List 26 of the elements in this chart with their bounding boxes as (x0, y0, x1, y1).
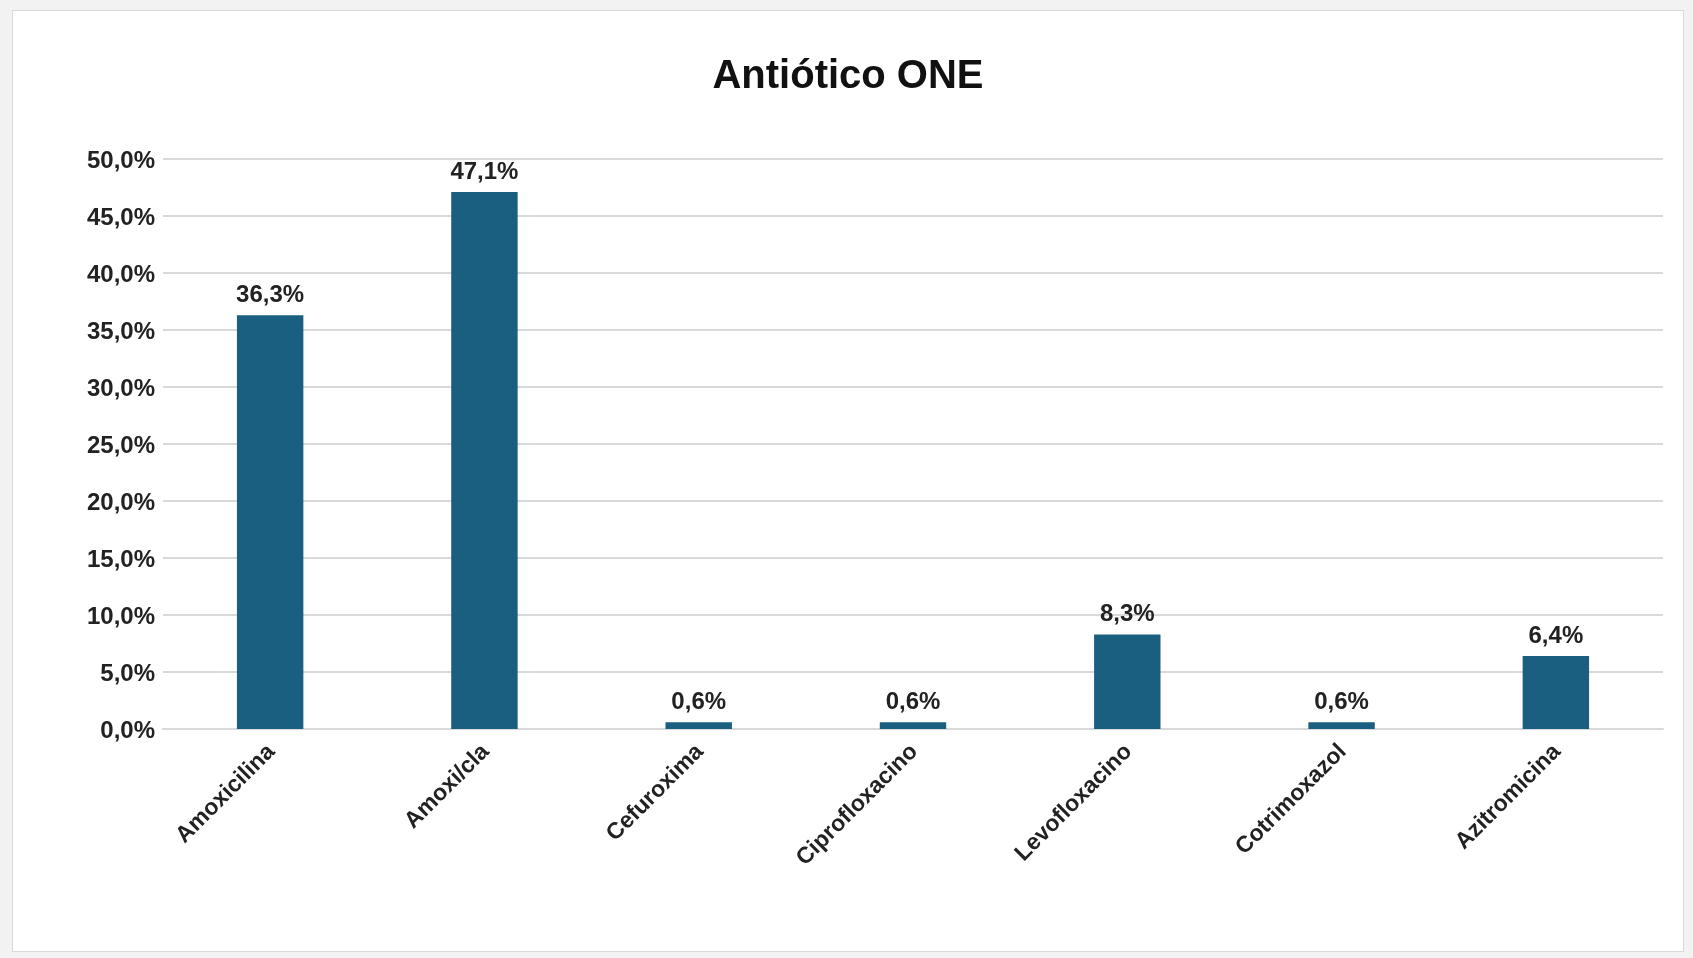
y-tick-label: 5,0% (100, 658, 155, 686)
y-tick-label: 45,0% (86, 202, 155, 230)
bar (1522, 656, 1590, 729)
data-label: 8,3% (1099, 598, 1155, 626)
y-tick-label: 50,0% (86, 145, 155, 173)
bar (1308, 722, 1375, 729)
bar (451, 192, 518, 729)
chart-title: Antiótico ONE (712, 52, 984, 96)
bar (1094, 634, 1161, 729)
y-tick-label: 35,0% (86, 316, 155, 344)
y-tick-label: 30,0% (86, 373, 155, 401)
y-tick-label: 15,0% (86, 544, 155, 572)
data-label: 47,1% (450, 156, 519, 184)
data-label: 6,4% (1528, 620, 1584, 648)
data-label: 0,6% (671, 686, 727, 714)
bar (879, 722, 947, 729)
y-tick-label: 10,0% (86, 601, 155, 629)
bar (665, 722, 732, 729)
bar (236, 315, 304, 729)
y-tick-label: 40,0% (86, 259, 155, 287)
y-tick-label: 0,0% (100, 715, 155, 743)
data-label: 36,3% (236, 279, 305, 307)
data-label: 0,6% (1314, 686, 1369, 714)
y-tick-label: 25,0% (86, 430, 155, 458)
y-tick-label: 20,0% (86, 487, 155, 515)
data-label: 0,6% (885, 686, 941, 714)
